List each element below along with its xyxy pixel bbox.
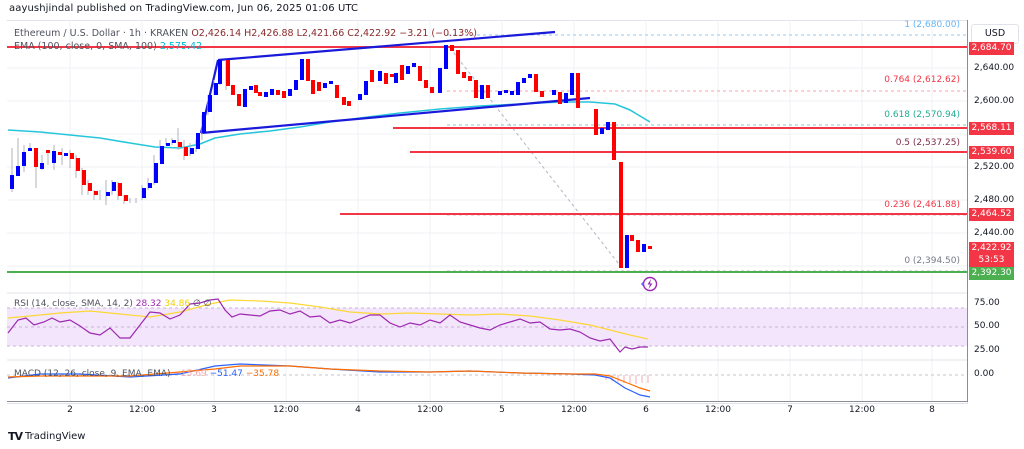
price-tick: 2,600.00 xyxy=(974,96,1015,106)
high-value: H2,426.88 xyxy=(244,28,294,39)
down-candles xyxy=(34,45,652,268)
fib-label-0618: 0.618 (2,570.94) xyxy=(884,110,960,120)
rsi-sma-line xyxy=(7,299,649,340)
time-label: 3 xyxy=(211,405,217,415)
fib-label-0: 0 (2,394.50) xyxy=(904,256,960,266)
symbol-name: Ethereum / U.S. Dollar · 1h · KRAKEN xyxy=(14,28,189,39)
macd-legend[interactable]: MACD (12, 26, close, 9, EMA, EMA) −15.69… xyxy=(14,369,279,379)
macd-tick: 0.00 xyxy=(974,369,995,379)
price-axis-border xyxy=(967,20,968,402)
lightning-alert-icon[interactable] xyxy=(641,276,658,292)
currency-button[interactable]: USD xyxy=(971,24,1019,44)
ema-legend[interactable]: EMA (100, close, 0, SMA, 100) 2,575.42 xyxy=(14,41,202,52)
rsi-value: 28.32 xyxy=(135,299,162,309)
rsi-extra-1: ∅ xyxy=(193,299,201,309)
resistance-lines xyxy=(7,46,967,215)
published-line: aayushjindal published on TradingView.co… xyxy=(9,3,359,14)
ema-line xyxy=(7,101,651,149)
fib-label-05: 0.5 (2,537.25) xyxy=(895,138,960,148)
price-tick: 2,640.00 xyxy=(974,63,1015,73)
rsi-tick: 50.00 xyxy=(974,321,1000,331)
macd-signal-value: −35.78 xyxy=(245,369,280,379)
upper-trendline xyxy=(217,30,556,62)
lower-trendline xyxy=(200,96,591,135)
macd-value: −51.47 xyxy=(209,369,243,379)
time-label: 8 xyxy=(929,405,935,415)
ema-value: 2,575.42 xyxy=(159,41,203,52)
time-label: 2 xyxy=(67,405,73,415)
price-tag-fib-05: 2,539.60 xyxy=(969,146,1014,159)
rsi-tick: 25.00 xyxy=(974,345,1000,355)
rsi-line xyxy=(7,298,648,353)
price-tick: 2,520.00 xyxy=(974,162,1015,172)
time-label: 6 xyxy=(643,405,649,415)
fib-label-1: 1 (2,680.00) xyxy=(904,20,960,30)
last-price-tag: 2,422.92 xyxy=(969,242,1014,255)
up-candles xyxy=(10,45,629,268)
change-value: −3.21 (−0.13%) xyxy=(399,28,477,39)
tradingview-logo-icon: TV xyxy=(8,430,23,443)
open-value: O2,426.14 xyxy=(191,28,242,39)
candles xyxy=(10,45,652,268)
price-tag-resistance: 2,684.70 xyxy=(969,42,1014,55)
rsi-sma-value: 34.86 xyxy=(164,299,191,309)
time-label: 4 xyxy=(355,405,361,415)
rsi-tick: 75.00 xyxy=(974,298,1000,308)
fib-label-0236: 0.236 (2,461.88) xyxy=(884,200,960,210)
symbol-legend: Ethereum / U.S. Dollar · 1h · KRAKEN O2,… xyxy=(14,28,477,39)
bar-countdown: 53:53 xyxy=(969,254,1014,267)
price-tag-fib-0618: 2,568.11 xyxy=(969,122,1014,135)
tradingview-branding[interactable]: TV TradingView xyxy=(8,430,85,443)
price-tick: 2,440.00 xyxy=(974,228,1015,238)
time-label: 12:00 xyxy=(849,405,875,415)
rsi-extra-2: ∅ xyxy=(203,299,212,309)
fib-label-0764: 0.764 (2,612.62) xyxy=(884,75,960,85)
macd-histogram-value: −15.69 xyxy=(173,369,207,379)
price-tag-support: 2,392.30 xyxy=(969,267,1014,280)
macd-line xyxy=(7,363,651,398)
time-label: 5 xyxy=(499,405,505,415)
price-tick: 2,480.00 xyxy=(974,195,1015,205)
macd-histogram xyxy=(605,375,649,384)
rsi-label: RSI (14, close, SMA, 14, 2) xyxy=(14,299,133,309)
price-tag-fib-0236: 2,464.52 xyxy=(969,208,1014,221)
macd-signal-line xyxy=(7,365,651,392)
tradingview-name: TradingView xyxy=(25,431,86,442)
close-value: C2,422.92 xyxy=(347,28,397,39)
time-label: 12:00 xyxy=(129,405,155,415)
time-label: 12:00 xyxy=(705,405,731,415)
time-label: 12:00 xyxy=(417,405,443,415)
macd-label: MACD (12, 26, close, 9, EMA, EMA) xyxy=(14,369,171,379)
rsi-legend[interactable]: RSI (14, close, SMA, 14, 2) 28.32 34.86 … xyxy=(14,299,212,309)
fib-diagonal xyxy=(449,47,623,269)
ema-label: EMA (100, close, 0, SMA, 100) xyxy=(14,41,157,52)
horizontal-gridlines xyxy=(7,67,967,267)
time-label: 7 xyxy=(787,405,793,415)
time-label: 12:00 xyxy=(561,405,587,415)
time-axis-border xyxy=(7,401,968,402)
low-value: L2,421.66 xyxy=(296,28,345,39)
time-label: 12:00 xyxy=(273,405,299,415)
